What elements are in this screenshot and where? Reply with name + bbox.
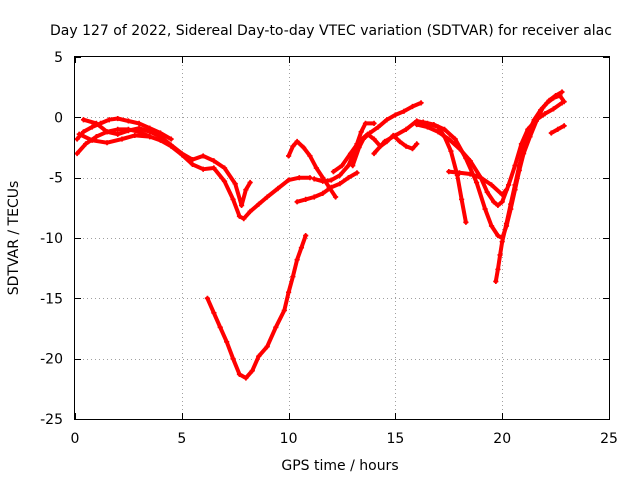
y-tick-label: -25	[40, 412, 63, 428]
y-tick-label: -15	[40, 291, 63, 307]
y-tick-label: -20	[40, 352, 63, 368]
x-tick-label: 25	[600, 431, 618, 447]
axis-ticks: 0 5 10 15 20 25 5 0 -5 -10 -15 -20 -25	[40, 50, 618, 447]
series-trace	[353, 103, 421, 166]
data-points	[75, 89, 567, 380]
series-arc-p	[549, 123, 567, 135]
x-tick-label: 5	[177, 431, 186, 447]
series-trace	[314, 123, 374, 181]
x-tick-label: 10	[280, 431, 298, 447]
series-arc-n	[493, 93, 567, 284]
chart-title: Day 127 of 2022, Sidereal Day-to-day VTE…	[50, 23, 612, 39]
y-tick-label: 0	[54, 110, 63, 126]
series-arc-e	[205, 233, 308, 381]
plot-frame	[75, 57, 610, 420]
series-arc-l	[414, 100, 564, 208]
x-tick-label: 0	[71, 431, 80, 447]
y-tick-label: -10	[40, 231, 63, 247]
y-tick-label: -5	[49, 171, 63, 187]
series-trace	[417, 103, 562, 205]
grid-lines	[75, 57, 609, 419]
series-arc-f	[286, 139, 338, 200]
y-tick-label: 5	[54, 50, 63, 66]
sdtvar-chart: Day 127 of 2022, Sidereal Day-to-day VTE…	[0, 0, 640, 480]
y-axis-label: SDTVAR / TECUs	[6, 181, 22, 296]
x-tick-label: 15	[386, 431, 404, 447]
x-tick-label: 20	[493, 431, 511, 447]
x-axis-label: GPS time / hours	[281, 458, 398, 474]
series-arc-m	[421, 89, 565, 240]
series-trace	[423, 92, 562, 238]
series-arc-c	[81, 117, 253, 208]
